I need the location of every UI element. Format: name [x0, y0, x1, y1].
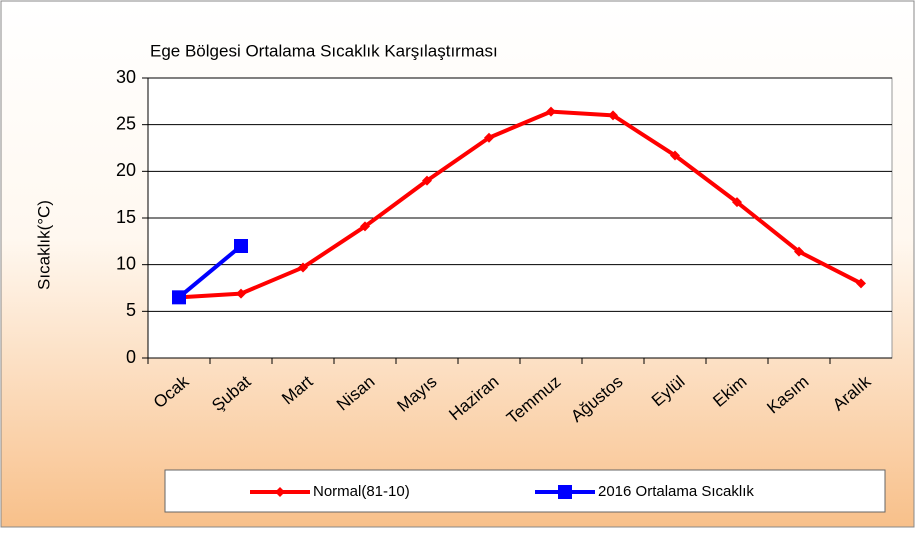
data-point — [670, 150, 680, 161]
data-point — [732, 197, 742, 208]
chart-title: Ege Bölgesi Ortalama Sıcaklık Karşılaştı… — [150, 41, 498, 60]
y-tick-label: 25 — [116, 113, 136, 133]
data-point — [234, 239, 248, 253]
series-line — [177, 244, 243, 299]
y-tick-label: 5 — [126, 300, 136, 320]
data-point — [298, 262, 308, 273]
data-point — [794, 246, 804, 257]
y-tick-label: 20 — [116, 160, 136, 180]
legend-marker — [558, 485, 572, 499]
y-tick-label: 15 — [116, 207, 136, 227]
y-tick-label: 0 — [126, 347, 136, 367]
data-point — [172, 290, 186, 305]
y-tick-label: 30 — [116, 67, 136, 87]
data-point — [422, 175, 432, 186]
legend-label: 2016 Ortalama Sıcaklık — [598, 483, 754, 500]
y-axis-label: Sıcaklık(°C) — [34, 200, 53, 290]
data-point — [856, 278, 866, 289]
legend-marker — [275, 487, 285, 497]
data-point — [546, 106, 556, 117]
data-point — [236, 288, 246, 299]
series-line — [178, 109, 862, 300]
data-point — [484, 132, 494, 143]
y-tick-label: 10 — [116, 253, 136, 273]
legend-label: Normal(81-10) — [313, 483, 410, 500]
data-point — [360, 221, 370, 232]
data-point — [608, 110, 618, 121]
